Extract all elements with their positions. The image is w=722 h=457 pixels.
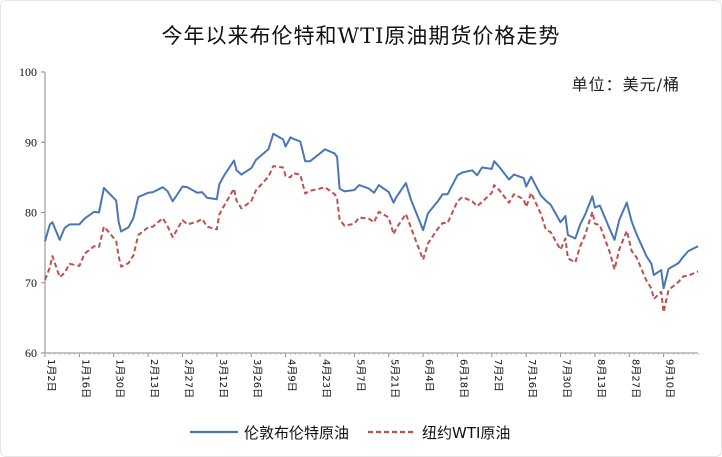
x-tick-label: 6月4日: [423, 359, 435, 392]
unit-label: 单位：美元/桶: [571, 75, 680, 94]
x-tick-label: 1月16日: [79, 359, 91, 398]
wti-series-line: [44, 165, 699, 314]
x-tick-label: 2月13日: [148, 359, 160, 398]
legend-label-brent: 伦敦布伦特原油: [244, 424, 349, 442]
x-tick-label: 5月21日: [389, 359, 401, 398]
x-tick-label: 4月9日: [286, 359, 298, 392]
legend-label-wti: 纽约WTI原油: [422, 424, 510, 442]
x-tick-label: 4月23日: [320, 359, 332, 398]
x-tick-label: 7月16日: [526, 359, 538, 398]
y-tick-label: 80: [25, 206, 37, 220]
brent-series-line: [44, 132, 699, 290]
legend: 伦敦布伦特原油 纽约WTI原油: [190, 424, 510, 442]
x-tick-label: 8月27日: [629, 359, 641, 398]
y-tick-label: 70: [25, 276, 37, 290]
series-layer: [44, 132, 699, 314]
y-tick-label: 90: [25, 135, 37, 149]
axes: 60 70 80 90 100 1月2日 1月16日 1月30日 2月13日 2月27日 3月12日…: [19, 65, 699, 398]
y-tick-label: 100: [19, 65, 37, 79]
x-tick-label: 1月2日: [45, 359, 57, 392]
chart-title: 今年以来布伦特和WTI原油期货价格走势: [161, 24, 561, 48]
x-tick-label: 2月27日: [182, 359, 194, 398]
x-tick-label: 1月30日: [114, 359, 126, 398]
x-tick-label: 5月7日: [354, 359, 366, 392]
x-tick-label: 8月13日: [595, 359, 607, 398]
x-tick-label: 3月12日: [217, 359, 229, 398]
x-tick-label: 6月18日: [457, 359, 469, 398]
x-tick-label: 3月26日: [251, 359, 263, 398]
x-tick-label: 7月30日: [561, 359, 573, 398]
x-tick-label: 9月10日: [664, 359, 676, 398]
x-tick-label: 7月2日: [492, 359, 504, 392]
y-tick-label: 60: [25, 346, 37, 360]
